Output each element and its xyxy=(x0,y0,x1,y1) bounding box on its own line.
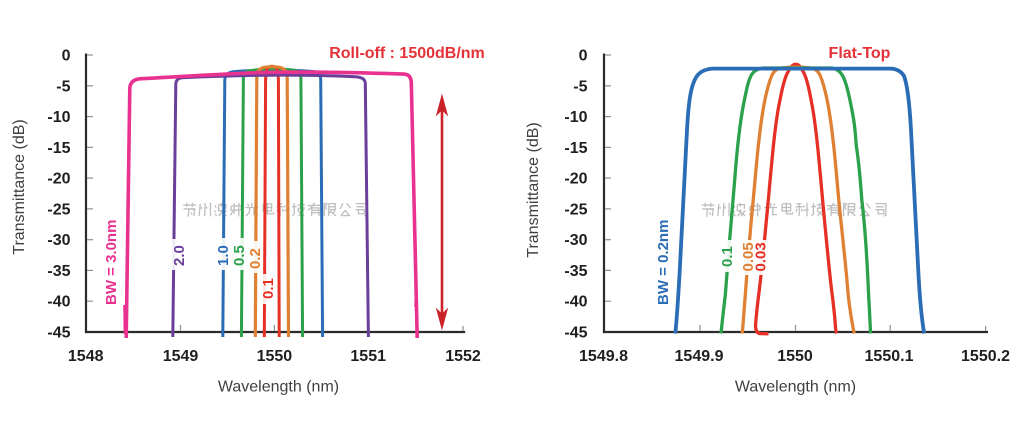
svg-text:-15: -15 xyxy=(47,140,70,157)
svg-text:1549.8: 1549.8 xyxy=(579,348,628,365)
svg-text:-30: -30 xyxy=(47,232,70,249)
svg-text:1552: 1552 xyxy=(445,348,481,365)
svg-text:0.5: 0.5 xyxy=(231,245,248,266)
svg-text:-35: -35 xyxy=(47,263,70,280)
svg-text:0: 0 xyxy=(579,48,588,65)
svg-text:1548: 1548 xyxy=(68,348,104,365)
svg-text:1550: 1550 xyxy=(257,348,293,365)
svg-text:-45: -45 xyxy=(47,325,70,342)
svg-text:BW = 3.0nm: BW = 3.0nm xyxy=(103,220,120,305)
svg-text:-5: -5 xyxy=(573,78,587,95)
svg-text:Wavelength (nm): Wavelength (nm) xyxy=(218,378,339,395)
svg-text:-40: -40 xyxy=(564,294,587,311)
svg-text:-25: -25 xyxy=(564,201,587,218)
svg-text:1551: 1551 xyxy=(350,348,386,365)
svg-text:0: 0 xyxy=(62,48,71,65)
svg-text:-10: -10 xyxy=(564,109,587,126)
svg-text:0.2: 0.2 xyxy=(247,248,264,269)
svg-text:Wavelength (nm): Wavelength (nm) xyxy=(735,378,856,395)
svg-text:-35: -35 xyxy=(564,263,587,280)
svg-text:Transmittance (dB): Transmittance (dB) xyxy=(525,122,542,257)
svg-text:2.0: 2.0 xyxy=(171,245,188,266)
svg-text:-45: -45 xyxy=(564,325,587,342)
svg-text:1550: 1550 xyxy=(777,348,813,365)
svg-text:Roll-off : 1500dB/nm: Roll-off : 1500dB/nm xyxy=(329,45,485,62)
svg-text:-25: -25 xyxy=(47,201,70,218)
svg-text:-15: -15 xyxy=(564,140,587,157)
svg-text:1.0: 1.0 xyxy=(215,245,232,266)
svg-text:-20: -20 xyxy=(564,171,587,188)
svg-text:-30: -30 xyxy=(564,232,587,249)
svg-text:-5: -5 xyxy=(56,78,70,95)
svg-text:-20: -20 xyxy=(47,171,70,188)
svg-text:1550.1: 1550.1 xyxy=(865,348,914,365)
svg-text:0.1: 0.1 xyxy=(260,278,277,299)
svg-text:1550.2: 1550.2 xyxy=(961,348,1010,365)
svg-text:Transmittance (dB): Transmittance (dB) xyxy=(11,119,28,254)
svg-text:1549.9: 1549.9 xyxy=(675,348,724,365)
svg-text:0.1: 0.1 xyxy=(719,246,736,267)
svg-text:-10: -10 xyxy=(47,109,70,126)
svg-text:BW = 0.2nm: BW = 0.2nm xyxy=(655,220,672,305)
svg-text:0.05: 0.05 xyxy=(740,242,757,271)
svg-text:0.03: 0.03 xyxy=(753,242,770,271)
svg-text:-40: -40 xyxy=(47,294,70,311)
svg-text:Flat-Top: Flat-Top xyxy=(829,45,891,62)
svg-text:1549: 1549 xyxy=(163,348,199,365)
